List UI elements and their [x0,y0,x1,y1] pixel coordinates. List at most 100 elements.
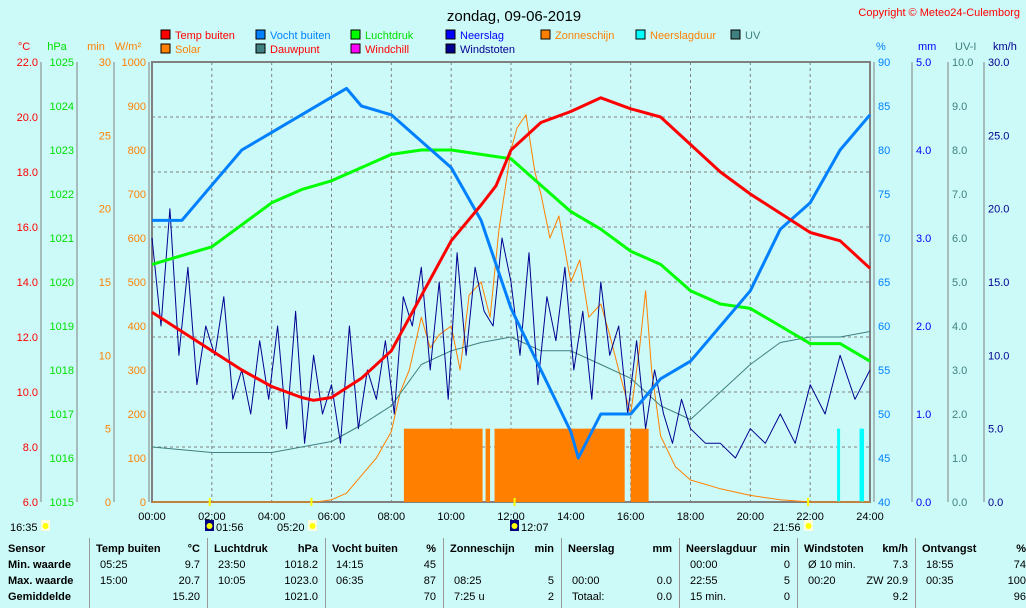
column-unit: min [534,543,554,555]
bar-zonneschijn [494,428,625,502]
legend-swatch-solar [160,43,171,54]
axis-tick-temp: 6.0 [23,497,38,509]
cell-time: 15:00 [100,575,128,587]
axis-unit-temp: °C [18,41,30,53]
cell-time: 08:25 [454,575,482,587]
column-header: Neerslagduur [686,543,757,555]
copyright: Copyright © Meteo24-Culemborg [858,7,1020,19]
axis-tick-hum: 85 [878,101,890,113]
cell-time: 23:50 [218,559,246,571]
axis-unit-min: min [87,41,105,53]
chart-title: zondag, 09-06-2019 [447,8,581,25]
cell-time: 00:00 [572,575,600,587]
axis-tick-press: 1023 [50,145,74,157]
bar-zonneschijn [403,428,483,502]
legend-swatch-uv [730,29,741,40]
axis-tick-hum: 55 [878,365,890,377]
axis-tick-temp: 14.0 [17,277,38,289]
astro-time: 05:20 [277,522,305,534]
legend-label: Neerslagduur [650,30,716,42]
axis-tick-temp: 8.0 [23,442,38,454]
axis-tick-solar: 700 [128,189,146,201]
x-tick-label: 16:00 [617,511,645,523]
axis-unit-hum: % [876,41,886,53]
axis-tick-uv: 3.0 [952,365,967,377]
stats-column-windstoten: Windstoten km/h Ø 10 min. 7.3 00:20 ZW 20.9 9.… [797,538,916,608]
sunset-icon-glyph [805,523,812,529]
axis-tick-min: 20 [99,204,111,216]
moonset-icon-glyph [511,523,518,529]
bar-zonneschijn [485,428,491,502]
cell-value: 0.0 [656,575,672,587]
cell-value: 70 [423,591,436,603]
bar-neerslagduur [859,428,865,502]
column-unit: % [426,543,436,555]
cell-value: 0 [783,559,790,571]
cell-value: 5 [547,575,554,587]
cell-value: 45 [423,559,436,571]
axis-tick-press: 1020 [50,277,74,289]
cell-value: 7.3 [892,559,908,571]
axis-tick-wind: 25.0 [988,130,1009,142]
axis-tick-uv: 6.0 [952,233,967,245]
axis-tick-temp: 10.0 [17,387,38,399]
axis-tick-solar: 900 [128,101,146,113]
legend-label: Neerslag [460,30,504,42]
axis-tick-press: 1021 [50,233,74,245]
axis-tick-solar: 200 [128,409,146,421]
legend-label: Solar [175,44,201,56]
legend-label: Temp buiten [175,30,235,42]
axis-tick-uv: 8.0 [952,145,967,157]
axis-tick-solar: 300 [128,365,146,377]
axis-tick-min: 5 [105,424,111,436]
axis-tick-hum: 70 [878,233,890,245]
column-unit: °C [187,543,200,555]
cell-time: 7:25 u [454,591,485,603]
column-unit: hPa [297,543,318,555]
axis-tick-rain: 2.0 [916,321,931,333]
astro-time: 01:56 [216,522,244,534]
cell-value: 87 [423,575,436,587]
cell-time: 22:55 [690,575,718,587]
axis-tick-solar: 1000 [122,57,146,69]
bars [403,428,865,502]
cell-time: 00:00 [690,559,718,571]
axis-tick-press: 1016 [50,453,74,465]
legend-swatch-zonneschijn [540,29,551,40]
moonrise-icon-glyph [206,523,213,529]
axis-tick-solar: 600 [128,233,146,245]
axis-unit-uv: UV-I [955,41,976,53]
axis-tick-temp: 12.0 [17,332,38,344]
axis-tick-uv: 7.0 [952,189,967,201]
axis-tick-min: 30 [99,57,111,69]
cell-value: 1018.2 [284,559,318,571]
x-tick-label: 20:00 [737,511,765,523]
axis-tick-rain: 1.0 [916,409,931,421]
x-tick-label: 00:00 [138,511,166,523]
axis-tick-hum: 50 [878,409,890,421]
axis-tick-hum: 80 [878,145,890,157]
x-tick-label: 02:00 [198,511,226,523]
axis-tick-hum: 75 [878,189,890,201]
axis-tick-wind: 5.0 [988,424,1003,436]
stats-column-vocht-buiten: Vocht buiten% 14:15 45 06:35 87 70 [325,538,444,608]
x-tick-label: 18:00 [677,511,705,523]
axis-tick-press: 1018 [50,365,74,377]
axis-tick-uv: 10.0 [952,57,973,69]
axis-tick-wind: 0.0 [988,497,1003,509]
axis-tick-hum: 40 [878,497,890,509]
stats-column-ontvangst: Ontvangst% 18:55 74 00:35 100 96 [915,538,1026,608]
x-tick-label: 06:00 [318,511,346,523]
axis-tick-temp: 22.0 [17,57,38,69]
axis-tick-press: 1024 [50,101,74,113]
series-temp-buiten [151,96,872,402]
cell-time: 00:35 [926,575,954,587]
series-dauwpunt [151,331,871,453]
axis-tick-uv: 2.0 [952,409,967,421]
column-unit: min [770,543,790,555]
x-tick-label: 10:00 [437,511,465,523]
column-unit: % [1016,543,1026,555]
column-header: Ontvangst [922,543,977,555]
bar-zonneschijn [630,428,649,502]
